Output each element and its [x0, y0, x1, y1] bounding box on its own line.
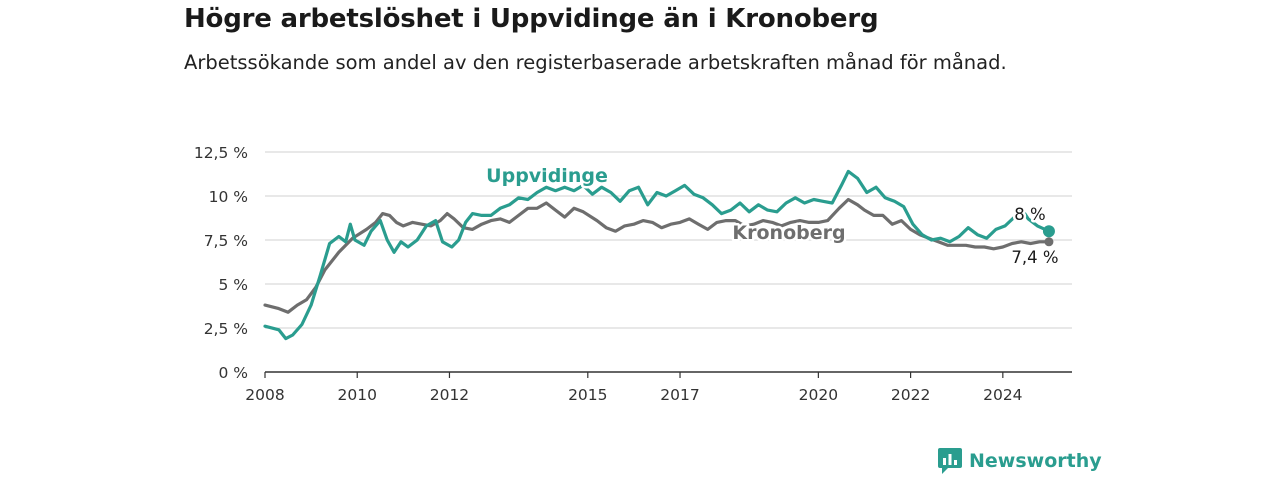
gridlines	[265, 151, 1072, 329]
x-tick-label: 2012	[430, 386, 469, 404]
series-end-point-kronoberg	[1044, 237, 1054, 247]
x-tick-label: 2020	[799, 386, 838, 404]
x-axis: 2008 2010 2012 2015 2017 2020 2022 2024	[245, 371, 1072, 404]
series-end-value-label: 8 %	[1014, 205, 1045, 224]
series-labels: Uppvidinge Kronoberg 8 % 7,4 %	[484, 163, 1061, 270]
x-tick-label: 2022	[891, 386, 930, 404]
chart-title: Högre arbetslöshet i Uppvidinge än i Kro…	[184, 4, 879, 34]
y-tick-label: 5 %	[218, 276, 248, 294]
series-end-value-label: 7,4 %	[1011, 248, 1058, 267]
y-tick-label: 12,5 %	[194, 144, 248, 162]
series-line-kronoberg	[263, 197, 1051, 314]
x-tick-label: 2015	[568, 386, 607, 404]
y-axis-labels: 0 % 2,5 % 5 % 7,5 % 10 % 12,5 %	[194, 144, 248, 382]
series-name-label: Uppvidinge	[486, 165, 608, 187]
y-tick-label: 0 %	[218, 364, 248, 382]
series-lines	[263, 169, 1055, 341]
newsworthy-logo-icon	[938, 448, 962, 474]
brand-name: Newsworthy	[969, 450, 1102, 472]
x-tick-label: 2017	[660, 386, 699, 404]
x-tick-label: 2024	[983, 386, 1022, 404]
y-tick-label: 2,5 %	[204, 320, 248, 338]
series-line-uppvidinge	[263, 169, 1051, 341]
y-tick-label: 10 %	[209, 188, 248, 206]
series-name-label: Kronoberg	[732, 222, 845, 244]
chart-subtitle: Arbetssökande som andel av den registerb…	[184, 51, 1007, 74]
x-tick-label: 2010	[338, 386, 377, 404]
x-tick-label: 2008	[245, 386, 284, 404]
brand-logo: Newsworthy	[938, 448, 1102, 474]
series-end-point-uppvidinge	[1042, 225, 1055, 238]
y-tick-label: 7,5 %	[204, 232, 248, 250]
